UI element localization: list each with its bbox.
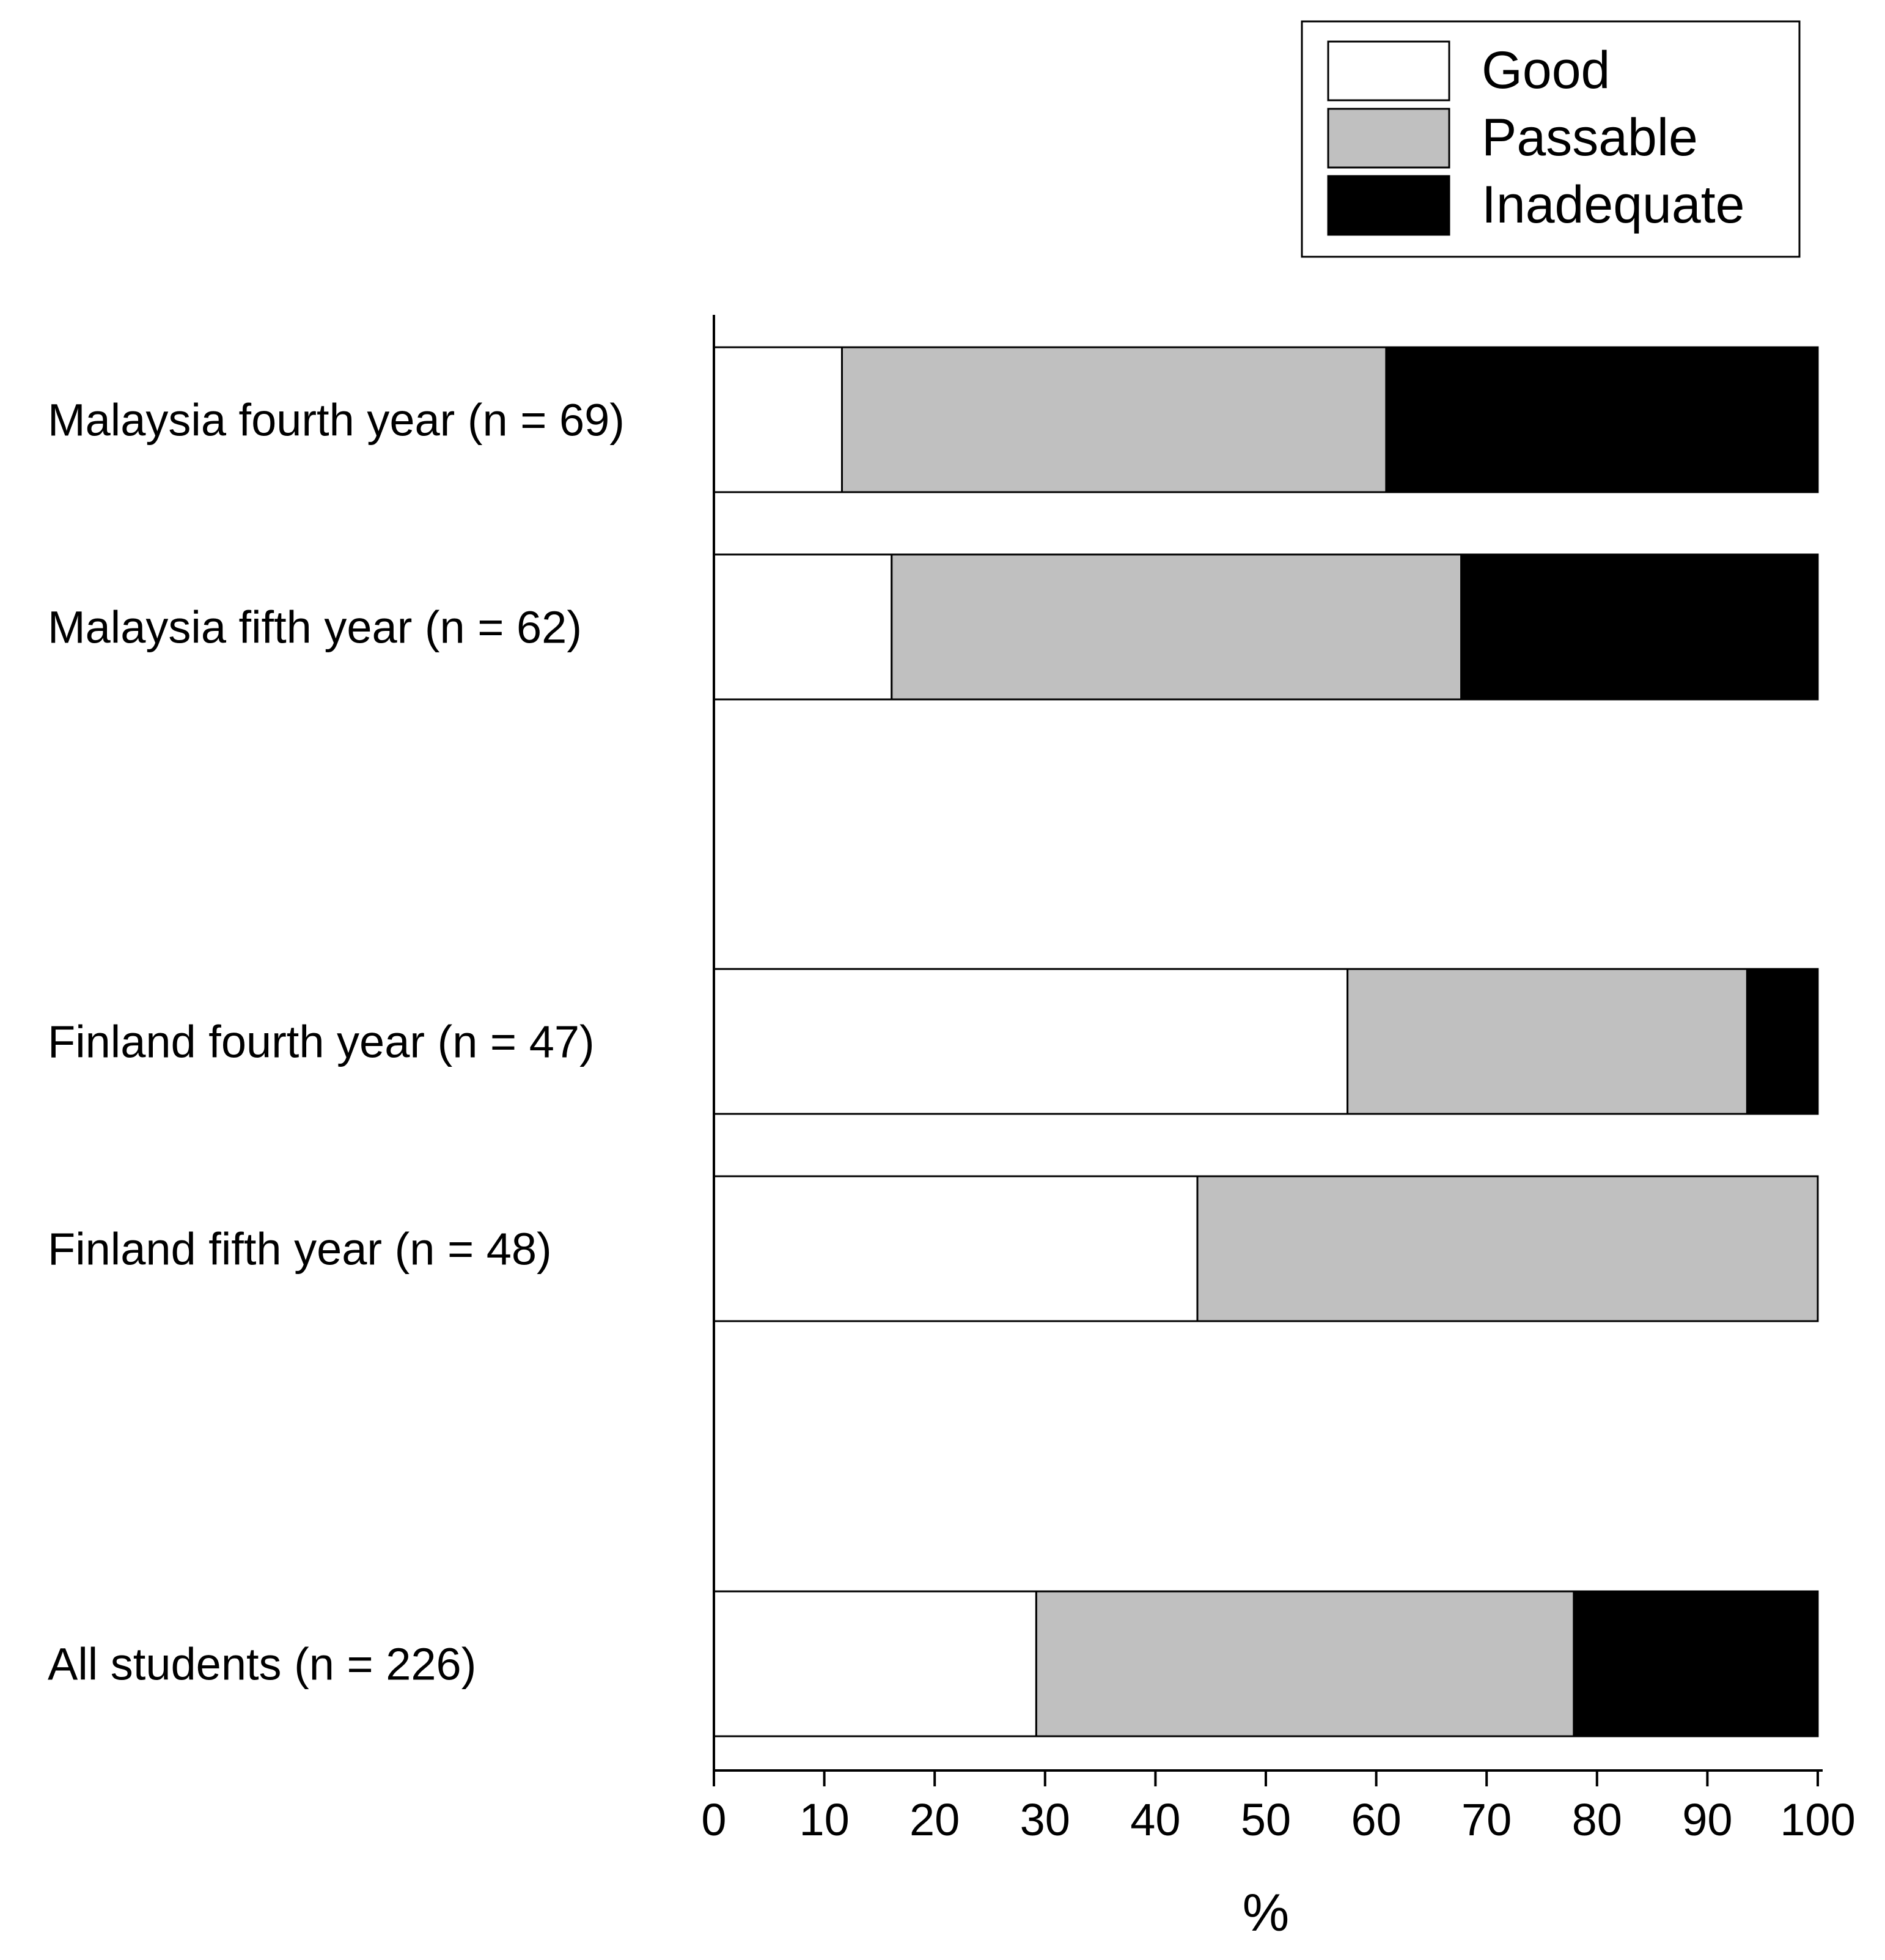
- legend-label-good: Good: [1482, 41, 1610, 100]
- bar-inadequate-0: [1385, 346, 1819, 493]
- bar-good-0: [713, 346, 843, 493]
- legend-label-passable: Passable: [1482, 108, 1698, 167]
- legend-swatch-good: [1327, 40, 1450, 101]
- x-tick-label-90: 90: [1682, 1794, 1732, 1845]
- bar-good-4: [713, 1590, 1037, 1737]
- x-tick-label-60: 60: [1351, 1794, 1401, 1845]
- x-tick-label-40: 40: [1130, 1794, 1180, 1845]
- x-tick-label-10: 10: [799, 1794, 849, 1845]
- bar-passable-4: [1035, 1590, 1575, 1737]
- bar-passable-1: [891, 553, 1463, 701]
- category-label-0: Malaysia fourth year (n = 69): [48, 395, 625, 446]
- category-label-1: Malaysia fifth year (n = 62): [48, 602, 582, 653]
- bars: [713, 346, 1819, 1737]
- legend: Good Passable Inadequate: [1301, 20, 1801, 258]
- category-label-2: Finland fourth year (n = 47): [48, 1017, 595, 1067]
- x-axis-title: %: [1243, 1884, 1289, 1942]
- bar-passable-0: [841, 346, 1387, 493]
- legend-swatch-passable: [1327, 108, 1450, 169]
- bar-passable-2: [1347, 968, 1748, 1115]
- x-tick-label-80: 80: [1572, 1794, 1622, 1845]
- legend-swatch-inadequate: [1327, 175, 1450, 236]
- x-tick-label-20: 20: [909, 1794, 960, 1845]
- bar-good-2: [713, 968, 1349, 1115]
- bar-inadequate-4: [1573, 1590, 1819, 1737]
- x-tick-label-0: 0: [701, 1794, 726, 1845]
- x-tick-label-50: 50: [1241, 1794, 1291, 1845]
- x-tick-label-30: 30: [1020, 1794, 1070, 1845]
- x-tick-label-70: 70: [1461, 1794, 1512, 1845]
- bar-passable-3: [1196, 1175, 1819, 1322]
- bar-good-1: [713, 553, 893, 701]
- bar-inadequate-2: [1746, 968, 1819, 1115]
- bar-inadequate-1: [1460, 553, 1819, 701]
- axes: 0 10 20 30 40 50 60 70 80 90 100%: [701, 315, 1856, 1942]
- x-tick-label-100: 100: [1780, 1794, 1855, 1845]
- category-label-3: Finland fifth year (n = 48): [48, 1224, 552, 1275]
- legend-label-inadequate: Inadequate: [1482, 175, 1744, 234]
- category-labels: Malaysia fourth year (n = 69) Malaysia fi…: [48, 395, 625, 1690]
- category-label-4: All students (n = 226): [48, 1639, 476, 1690]
- bar-good-3: [713, 1175, 1199, 1322]
